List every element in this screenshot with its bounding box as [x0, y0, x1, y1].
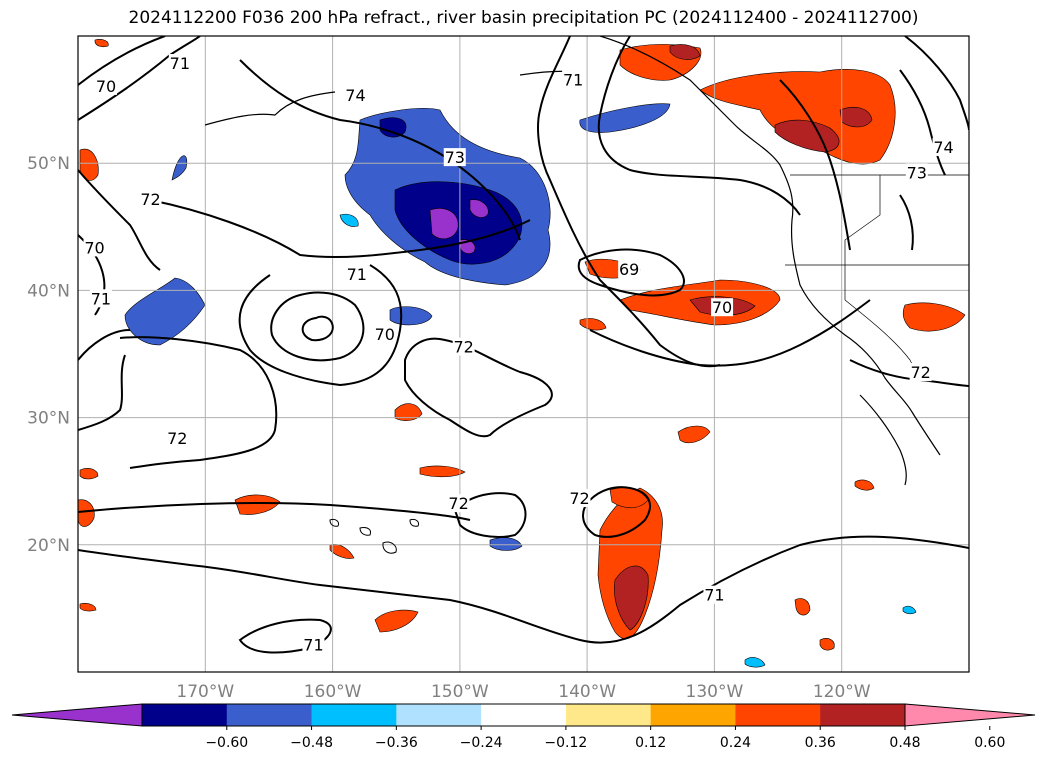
lon-tick-label: 140°W	[558, 682, 616, 702]
contour-label-halo	[139, 190, 162, 209]
colorbar: −0.60 −0.48 −0.36 −0.24 −0.12 0.12 0.24 0.36 0.4…	[11, 703, 1036, 751]
contour-label: 71	[303, 635, 323, 654]
contour-label: 71	[91, 289, 111, 308]
contour-label-halo	[443, 148, 466, 167]
contour-label: 71	[563, 71, 583, 90]
contour-label: 72	[140, 190, 160, 209]
lat-tick-label: 20°N	[27, 536, 70, 556]
contour-label: 70	[96, 77, 116, 96]
lon-tick-label: 150°W	[431, 682, 489, 702]
lat-tick-label: 30°N	[27, 409, 70, 429]
contour-label-halo	[302, 635, 325, 654]
contour-label: 74	[345, 86, 365, 105]
contour-label: 72	[569, 489, 589, 508]
contour-label-halo	[905, 163, 928, 182]
colorbar-tick-label: 0.12	[635, 735, 666, 751]
contour-label: 71	[347, 265, 367, 284]
contour-label: 73	[445, 148, 465, 167]
contour-label-halo	[344, 85, 367, 104]
contour-label-halo	[562, 70, 585, 89]
contour-label-halo	[618, 260, 641, 279]
colorbar-tick-label: 0.24	[720, 735, 751, 751]
contour-label-halo	[568, 489, 591, 508]
lat-tick-label: 40°N	[27, 281, 70, 301]
contour-label-halo	[909, 363, 932, 382]
contour-label: 70	[84, 238, 104, 257]
contour-label-halo	[166, 429, 189, 448]
contour-label-halo	[95, 76, 118, 95]
contour-label: 72	[448, 494, 468, 513]
contour-label: 69	[619, 260, 639, 279]
contour-label-halo	[932, 137, 955, 156]
lon-tick-label: 160°W	[304, 682, 362, 702]
islands	[329, 519, 419, 554]
contour-label-halo	[345, 265, 368, 284]
map-title: 2024112200 F036 200 hPa refract., river …	[128, 8, 919, 28]
contour-label: 72	[167, 429, 187, 448]
lat-tick-label: 50°N	[27, 154, 70, 174]
colorbar-bin	[142, 704, 228, 726]
colorbar-extend-max	[904, 703, 1036, 727]
contour-label: 70	[375, 325, 395, 344]
contour-label-halo	[447, 494, 470, 513]
colorbar-bin	[396, 704, 482, 726]
lon-tick-label: 170°W	[176, 682, 234, 702]
contour-label-halo	[711, 298, 734, 317]
colorbar-tick-label: 0.60	[974, 735, 1005, 751]
contour-label-halo	[703, 585, 726, 604]
colorbar-tick-label: −0.36	[375, 735, 418, 751]
boundaries	[785, 174, 969, 381]
colorbar-frame	[141, 703, 906, 727]
colorbar-bin	[735, 704, 821, 726]
contour-label: 70	[712, 298, 732, 317]
contour-label: 73	[907, 163, 927, 182]
contour-label-halo	[168, 53, 191, 72]
contour-label: 71	[704, 586, 724, 605]
contour-label: 71	[170, 54, 190, 73]
colorbar-bin	[311, 704, 397, 726]
contour-label: 72	[453, 338, 473, 357]
colorbar-bin	[820, 704, 906, 726]
contour-label-halo	[373, 324, 396, 343]
colorbar-tick-label: 0.36	[805, 735, 836, 751]
longitude-labels: 170°W 160°W 150°W 140°W 130°W 120°W	[176, 682, 870, 702]
colorbar-tick-label: −0.60	[205, 735, 248, 751]
colorbar-extend-min	[11, 703, 143, 727]
map-frame	[77, 35, 970, 673]
contour-labels: 71 70 74 73 71 72 70 71 71 70 72 69 70 74 73 72 72 72 72 71…	[83, 53, 955, 654]
colorbar-tick-label: −0.12	[544, 735, 587, 751]
latitude-labels: 20°N 30°N 40°N 50°N	[27, 154, 70, 556]
contour-label-halo	[452, 337, 475, 356]
lon-tick-label: 120°W	[813, 682, 871, 702]
refractivity-contours	[78, 36, 969, 654]
colorbar-bin	[226, 704, 313, 726]
contour-label: 74	[933, 138, 953, 157]
colorbar-tick-label: −0.24	[460, 735, 503, 751]
contour-label-halo	[89, 289, 112, 308]
colorbar-bin	[650, 704, 736, 726]
contour-label-halo	[83, 238, 106, 257]
colorbar-bin	[565, 704, 652, 726]
contour-label: 72	[910, 363, 930, 382]
colorbar-bin	[481, 704, 567, 726]
colorbar-tick-label: 0.48	[889, 735, 920, 751]
colorbar-tick-label: −0.48	[290, 735, 333, 751]
lon-tick-label: 130°W	[686, 682, 744, 702]
